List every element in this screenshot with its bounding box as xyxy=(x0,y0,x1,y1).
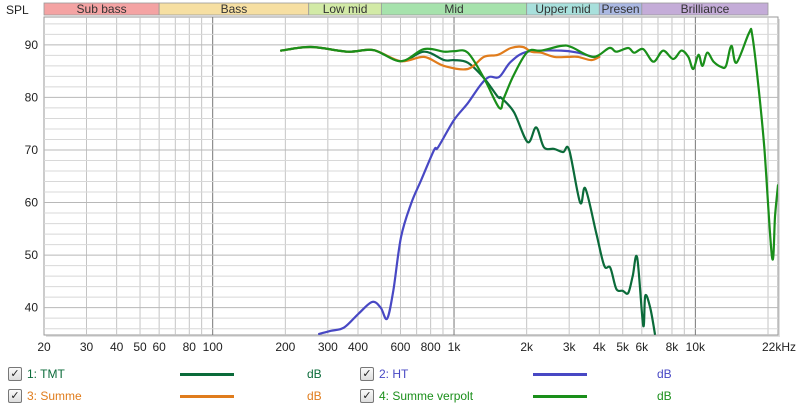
legend-unit: dB xyxy=(657,367,672,381)
x-tick-label: 800 xyxy=(421,340,441,354)
legend-unit: dB xyxy=(307,389,322,403)
y-tick-label: 70 xyxy=(25,143,39,157)
y-tick-label: 50 xyxy=(25,248,39,262)
x-tick-label: 50 xyxy=(133,340,147,354)
tmt-checkbox[interactable]: ✓ xyxy=(8,367,22,381)
y-tick-label: 80 xyxy=(25,90,39,104)
legend-label: 2: HT xyxy=(379,367,409,381)
x-tick-label: 1k xyxy=(448,340,462,354)
band-label: Mid xyxy=(444,2,463,16)
legend-swatch xyxy=(180,373,234,376)
band-label: Upper mid xyxy=(535,2,590,16)
band-label: Brilliance xyxy=(681,2,730,16)
series-line-tmt xyxy=(280,45,656,335)
series-line-summe-verpolt xyxy=(280,27,778,261)
legend-label: 1: TMT xyxy=(27,367,65,381)
x-tick-label: 2k xyxy=(520,340,534,354)
y-axis-label: SPL xyxy=(6,3,29,17)
ht-checkbox[interactable]: ✓ xyxy=(360,367,374,381)
x-tick-label: 8k xyxy=(666,340,680,354)
x-tick-label: 6k xyxy=(635,340,649,354)
legend-unit: dB xyxy=(307,367,322,381)
plot-area[interactable] xyxy=(43,16,779,336)
x-tick-label: 5k xyxy=(616,340,630,354)
frequency-bands-bar: Sub bass Bass Low mid Mid Upper mid Presen Bri… xyxy=(43,2,769,16)
x-axis-ticks: 20 30 40 50 60 80 100 200 300 400 600 800 1k 2k 3k 4k 5k… xyxy=(37,340,796,354)
legend-swatch xyxy=(533,395,587,398)
band-brilliance xyxy=(641,2,769,16)
x-tick-label: 4k xyxy=(593,340,607,354)
x-tick-label: 60 xyxy=(152,340,166,354)
y-tick-label: 60 xyxy=(25,196,39,210)
y-tick-label: 40 xyxy=(25,301,39,315)
x-tick-label: 40 xyxy=(110,340,124,354)
x-tick-label: 100 xyxy=(203,340,223,354)
legend-label: 4: Summe verpolt xyxy=(379,389,474,403)
x-tick-label: 3k xyxy=(563,340,577,354)
legend-label: 3: Summe xyxy=(27,389,82,403)
band-label: Presen xyxy=(602,2,640,16)
x-tick-label: 400 xyxy=(348,340,368,354)
legend-unit: dB xyxy=(657,389,672,403)
x-tick-label: 10k xyxy=(686,340,706,354)
x-tick-label: 80 xyxy=(183,340,197,354)
band-label: Bass xyxy=(221,2,248,16)
x-tick-label: 20 xyxy=(37,340,51,354)
band-label: Sub bass xyxy=(77,2,127,16)
legend-swatch xyxy=(533,373,587,376)
x-tick-label: 300 xyxy=(318,340,338,354)
frequency-response-chart: SPL Sub bass Bass Low mid Mid Upper mid Prese… xyxy=(6,2,796,354)
summe-verpolt-checkbox[interactable]: ✓ xyxy=(360,389,374,403)
legend-swatch xyxy=(180,395,234,398)
x-tick-label: 600 xyxy=(390,340,410,354)
summe-checkbox[interactable]: ✓ xyxy=(8,389,22,403)
grid xyxy=(44,17,778,335)
band-label: Low mid xyxy=(323,2,368,16)
x-tick-label: 22kHz xyxy=(762,340,796,354)
y-axis-ticks: 90 80 70 60 50 40 xyxy=(25,38,39,315)
series-lines xyxy=(280,27,778,335)
x-tick-label: 30 xyxy=(80,340,94,354)
x-tick-label: 200 xyxy=(275,340,295,354)
y-tick-label: 90 xyxy=(25,38,39,52)
